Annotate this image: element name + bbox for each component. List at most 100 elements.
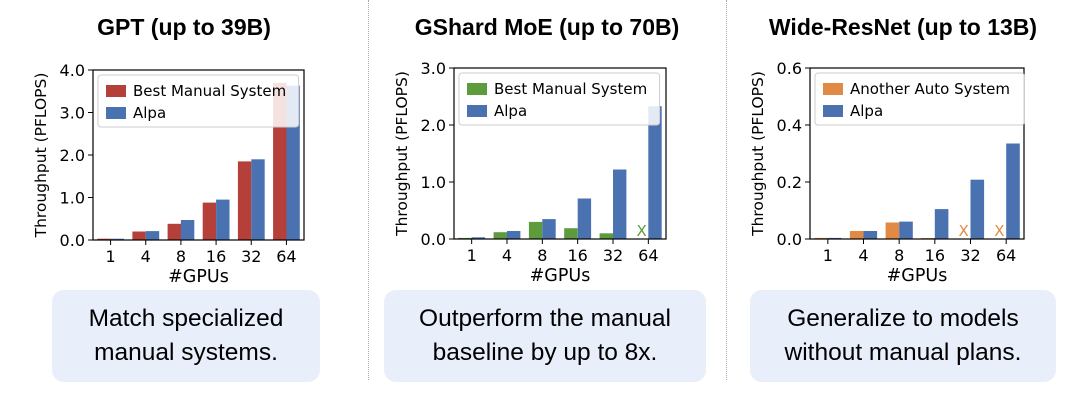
x-tick-label: 32: [241, 247, 261, 266]
x-axis-label: #GPUs: [168, 267, 229, 287]
chart-wide-resnet: X X 0.0 0.2 0.4 0.6 1 4 8 16 32 64 #GPUs Throughput (…: [749, 59, 1025, 286]
x-tick-label: 32: [603, 246, 623, 265]
x-tick-label: 8: [537, 246, 547, 265]
bar-alpa-1: [110, 238, 124, 240]
bar-alpa-8: [542, 219, 556, 239]
x-axis-label: #GPUs: [530, 266, 591, 286]
legend-swatch: [467, 83, 487, 95]
x-tick-label: 4: [858, 246, 868, 265]
y-tick-label: 0.0: [421, 230, 446, 249]
caption-box: Outperform the manual baseline by up to …: [384, 290, 706, 382]
failed-marker-64: X: [994, 222, 1004, 240]
bar-alpa-16: [216, 199, 230, 240]
legend-swatch: [823, 105, 843, 117]
y-axis-label: Throughput (PFLOPS): [749, 71, 767, 237]
bar-alpa-4: [145, 231, 160, 240]
caption-line-2: without manual plans.: [784, 339, 1022, 366]
panel-gpt: GPT (up to 39B) 0.0 1.0 2.0 3.0 4.0 1 4 8 16 32 64…: [0, 0, 368, 412]
bar-best-manual-system-1: [97, 238, 111, 240]
chart-title: GShard MoE (up to 70B): [414, 14, 680, 40]
x-tick-label: 16: [206, 247, 226, 266]
x-tick-label: 4: [141, 247, 151, 266]
y-tick-label: 0.0: [60, 231, 85, 250]
legend-label: Best Manual System: [133, 82, 286, 100]
x-tick-label: 16: [925, 246, 945, 265]
y-tick-label: 0.0: [777, 230, 802, 249]
legend-swatch: [467, 105, 487, 117]
bar-best-manual-system-8: [167, 223, 181, 240]
bar-best-manual-system-4: [493, 232, 507, 239]
bar-alpa-16: [934, 209, 949, 239]
chart-gshard-moe: X 0.0 1.0 2.0 3.0 1 4 8 16 32 64 #GPUs Throughput (P…: [393, 59, 667, 286]
x-tick-label: 1: [823, 246, 833, 265]
plot-frame: [809, 67, 1025, 240]
x-tick-label: 64: [996, 246, 1016, 265]
legend-label: Alpa: [494, 102, 527, 120]
bar-alpa-16: [577, 198, 592, 239]
x-tick-label: 8: [176, 247, 186, 266]
bar-alpa-4: [507, 231, 521, 239]
y-tick-label: 2.0: [60, 146, 85, 165]
x-tick-label: 1: [105, 247, 115, 266]
caption-box: Match specialized manual systems.: [52, 290, 320, 382]
legend-label: Best Manual System: [494, 80, 647, 98]
x-axis-label: #GPUs: [887, 266, 948, 286]
panel-wide-resnet: Wide-ResNet (up to 13B) X X 0.0 0.2 0.4 0.6 1 4…: [726, 0, 1080, 412]
caption-line-2: baseline by up to 8x.: [432, 339, 658, 366]
y-tick-label: 0.6: [777, 59, 802, 78]
bar-another-auto-system-4: [849, 231, 864, 239]
bar-alpa-8: [180, 220, 195, 240]
legend-label: Alpa: [133, 104, 166, 122]
y-axis-label: Throughput (PFLOPS): [393, 71, 411, 237]
x-tick-label: 16: [567, 246, 587, 265]
y-tick-label: 3.0: [421, 59, 446, 78]
bar-best-manual-system-16: [202, 202, 217, 240]
chart-gpt: 0.0 1.0 2.0 3.0 4.0 1 4 8 16 32 64 #GPUs Throughput …: [32, 61, 305, 287]
x-tick-label: 64: [276, 247, 296, 266]
bar-another-auto-system-8: [885, 222, 900, 239]
y-tick-label: 1.0: [421, 173, 446, 192]
legend-swatch: [106, 85, 126, 97]
bar-alpa-32: [613, 169, 627, 239]
x-tick-label: 8: [894, 246, 904, 265]
caption-box: Generalize to models without manual plan…: [750, 290, 1056, 382]
bar-best-manual-system-32: [599, 233, 613, 239]
bar-best-manual-system-4: [132, 231, 146, 240]
panel-divider-left: [368, 0, 369, 380]
failed-marker-32: X: [959, 222, 969, 240]
caption-line-1: Outperform the manual: [419, 305, 671, 332]
y-tick-label: 2.0: [421, 116, 446, 135]
y-tick-label: 0.4: [777, 116, 802, 135]
caption-line-1: Match specialized: [88, 305, 284, 332]
x-tick-label: 64: [638, 246, 658, 265]
caption-line-1: Generalize to models: [787, 305, 1019, 332]
legend-swatch: [823, 83, 843, 95]
bar-alpa-64: [1006, 143, 1020, 239]
legend-box: [814, 72, 1025, 126]
bar-best-manual-system-8: [528, 221, 543, 239]
plot-frame: [453, 67, 667, 240]
panel-gshard-moe: GShard MoE (up to 70B) X 0.0 1.0 2.0 3.0 1 4 8 1…: [368, 0, 726, 412]
bar-best-manual-system-32: [237, 161, 252, 240]
y-axis-label: Throughput (PFLOPS): [32, 73, 50, 239]
x-tick-label: 1: [467, 246, 477, 265]
failed-marker-64: X: [636, 222, 646, 240]
bar-alpa-1: [471, 237, 486, 239]
bar-best-manual-system-16: [564, 228, 578, 239]
bar-alpa-4: [863, 231, 878, 239]
legend-box: [97, 74, 300, 128]
bar-alpa-32: [251, 159, 265, 241]
chart-title: GPT (up to 39B): [97, 14, 271, 40]
legend-box: [458, 72, 661, 126]
panel-divider-right: [726, 0, 727, 380]
bar-alpa-32: [970, 179, 985, 239]
y-tick-label: 0.2: [777, 173, 802, 192]
bar-alpa-8: [899, 221, 913, 239]
caption-line-2: manual systems.: [94, 339, 278, 366]
x-tick-label: 32: [960, 246, 980, 265]
y-tick-label: 4.0: [60, 61, 85, 80]
bar-alpa-64: [648, 106, 662, 239]
legend-label: Another Auto System: [850, 80, 1010, 98]
legend-label: Alpa: [850, 102, 883, 120]
y-tick-label: 3.0: [60, 104, 85, 123]
